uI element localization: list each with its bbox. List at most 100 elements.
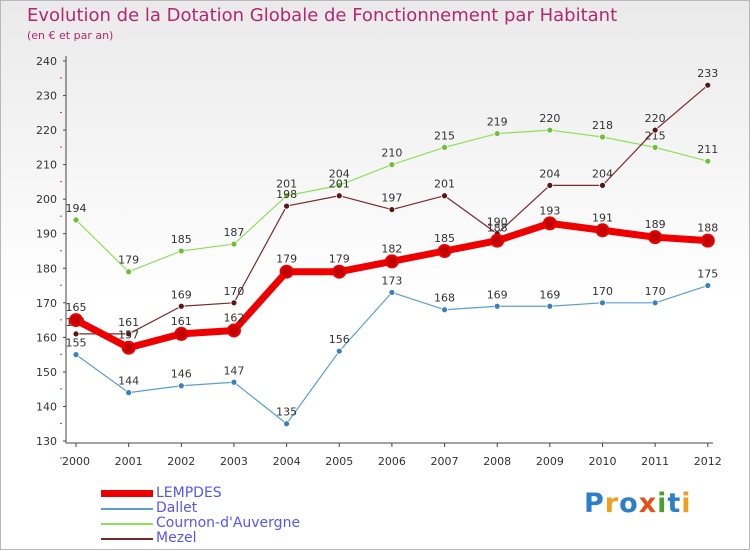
point-cournon-d-auvergne-2000 <box>72 216 80 224</box>
x-tick-label-2007: 2007 <box>431 455 459 468</box>
point-mezel-2010 <box>599 181 606 189</box>
data-label-mezel-2005: 201 <box>329 178 350 191</box>
logo-letter: t <box>667 488 682 519</box>
x-tick-label-2009: 2009 <box>536 455 564 468</box>
data-label-cournon-d-auvergne-2004: 201 <box>276 178 297 191</box>
data-label-cournon-d-auvergne-2006: 210 <box>381 147 402 160</box>
y-tick-label-200: 200 <box>36 193 57 206</box>
point-dallet-2007 <box>441 306 448 314</box>
series-line-dallet <box>75 284 708 425</box>
data-label-mezel-2001: 161 <box>118 316 139 329</box>
point-mezel-2007 <box>441 192 448 200</box>
y-tick-label-190: 190 <box>36 228 57 241</box>
point-mezel-2000 <box>72 330 80 338</box>
data-label-lempdes-2008: 188 <box>487 222 508 235</box>
point-lempdes-2009 <box>542 216 557 231</box>
data-label-cournon-d-auvergne-2009: 220 <box>539 112 560 125</box>
point-mezel-2012 <box>704 81 712 89</box>
data-label-dallet-2001: 144 <box>118 375 139 388</box>
data-label-mezel-2003: 170 <box>223 285 244 298</box>
y-tick-label-140: 140 <box>36 400 57 413</box>
data-label-dallet-2008: 169 <box>487 288 508 301</box>
point-dallet-2012 <box>704 282 712 289</box>
point-mezel-2002 <box>177 302 185 310</box>
point-cournon-d-auvergne-2002 <box>177 247 185 255</box>
logo-letter: i <box>657 488 668 519</box>
data-label-lempdes-2003: 162 <box>223 311 244 324</box>
point-cournon-d-auvergne-2008 <box>493 130 501 137</box>
data-label-cournon-d-auvergne-2008: 219 <box>487 116 508 129</box>
x-tick-label-2001: 2001 <box>115 455 143 468</box>
x-tick-label-2008: 2008 <box>483 455 511 468</box>
chart-subtitle: (en € et par an) <box>27 29 114 42</box>
data-label-mezel-2009: 204 <box>539 167 560 180</box>
x-tick-label-2003: 2003 <box>220 455 248 468</box>
data-label-cournon-d-auvergne-2011: 215 <box>645 129 666 142</box>
x-tick-label-2004: 2004 <box>273 455 301 468</box>
data-label-dallet-2006: 173 <box>381 274 402 287</box>
point-cournon-d-auvergne-2009 <box>546 126 554 134</box>
point-dallet-2005 <box>335 347 343 355</box>
point-dallet-2001 <box>125 389 133 397</box>
point-dallet-2006 <box>388 289 396 296</box>
point-mezel-2009 <box>546 181 554 189</box>
data-label-cournon-d-auvergne-2005: 204 <box>329 167 350 180</box>
logo-letter: i <box>681 488 692 519</box>
x-tick-label-2000: 2000 <box>62 455 90 468</box>
data-label-mezel-2011: 220 <box>645 112 666 125</box>
x-tick-label-2011: 2011 <box>641 455 669 468</box>
point-mezel-2011 <box>651 126 659 134</box>
data-label-lempdes-2000: 165 <box>66 301 87 314</box>
point-dallet-2002 <box>177 382 185 390</box>
data-label-mezel-2008: 190 <box>487 216 508 229</box>
legend-swatch-mezel <box>101 538 153 540</box>
data-label-lempdes-2009: 193 <box>539 204 560 217</box>
data-label-cournon-d-auvergne-2000: 194 <box>66 202 87 215</box>
point-lempdes-2012 <box>700 233 715 248</box>
data-label-mezel-2006: 197 <box>381 192 402 205</box>
legend-label-mezel: Mezel <box>156 530 197 546</box>
legend-label-lempdes: LEMPDES <box>156 485 222 501</box>
point-lempdes-2010 <box>595 223 610 238</box>
data-label-lempdes-2002: 161 <box>171 315 192 328</box>
point-lempdes-2000 <box>69 313 83 328</box>
point-cournon-d-auvergne-2012 <box>704 157 712 165</box>
data-label-lempdes-2004: 179 <box>276 253 297 266</box>
x-tick-label-2002: 2002 <box>167 455 195 468</box>
point-mezel-2003 <box>230 299 238 307</box>
point-lempdes-2004 <box>279 264 294 279</box>
logo-letter: P <box>584 488 605 519</box>
data-label-dallet-2002: 146 <box>171 368 192 381</box>
data-label-lempdes-2007: 185 <box>434 232 455 245</box>
data-label-lempdes-2011: 189 <box>645 218 666 231</box>
point-lempdes-2011 <box>648 230 663 245</box>
point-dallet-2011 <box>651 299 659 307</box>
point-cournon-d-auvergne-2010 <box>599 133 606 141</box>
point-lempdes-2003 <box>226 323 241 338</box>
point-dallet-2003 <box>230 378 238 386</box>
y-tick-label-150: 150 <box>36 366 57 379</box>
data-label-cournon-d-auvergne-2001: 179 <box>118 254 139 267</box>
point-cournon-d-auvergne-2011 <box>651 143 659 151</box>
y-tick-label-210: 210 <box>36 159 57 172</box>
data-label-lempdes-2010: 191 <box>592 211 613 224</box>
data-label-dallet-2012: 175 <box>697 268 718 281</box>
data-label-dallet-2004: 135 <box>276 406 297 419</box>
y-tick-label-220: 220 <box>36 124 57 137</box>
y-tick-label-180: 180 <box>36 262 57 275</box>
y-tick-label-230: 230 <box>36 90 57 103</box>
logo-letter: o <box>619 488 639 519</box>
point-cournon-d-auvergne-2005 <box>335 181 343 189</box>
point-lempdes-2002 <box>174 326 189 341</box>
legend-label-cournon: Cournon-d'Auvergne <box>156 515 301 531</box>
data-label-cournon-d-auvergne-2003: 187 <box>223 226 244 239</box>
data-label-cournon-d-auvergne-2002: 185 <box>171 233 192 246</box>
data-label-cournon-d-auvergne-2012: 211 <box>697 143 718 156</box>
point-cournon-d-auvergne-2007 <box>441 143 448 151</box>
point-mezel-2006 <box>388 206 396 213</box>
y-tick-label-170: 170 <box>36 297 57 310</box>
data-label-dallet-2005: 156 <box>329 333 350 346</box>
legend-swatch-cournon <box>101 523 153 525</box>
x-tick-label-2010: 2010 <box>589 455 617 468</box>
